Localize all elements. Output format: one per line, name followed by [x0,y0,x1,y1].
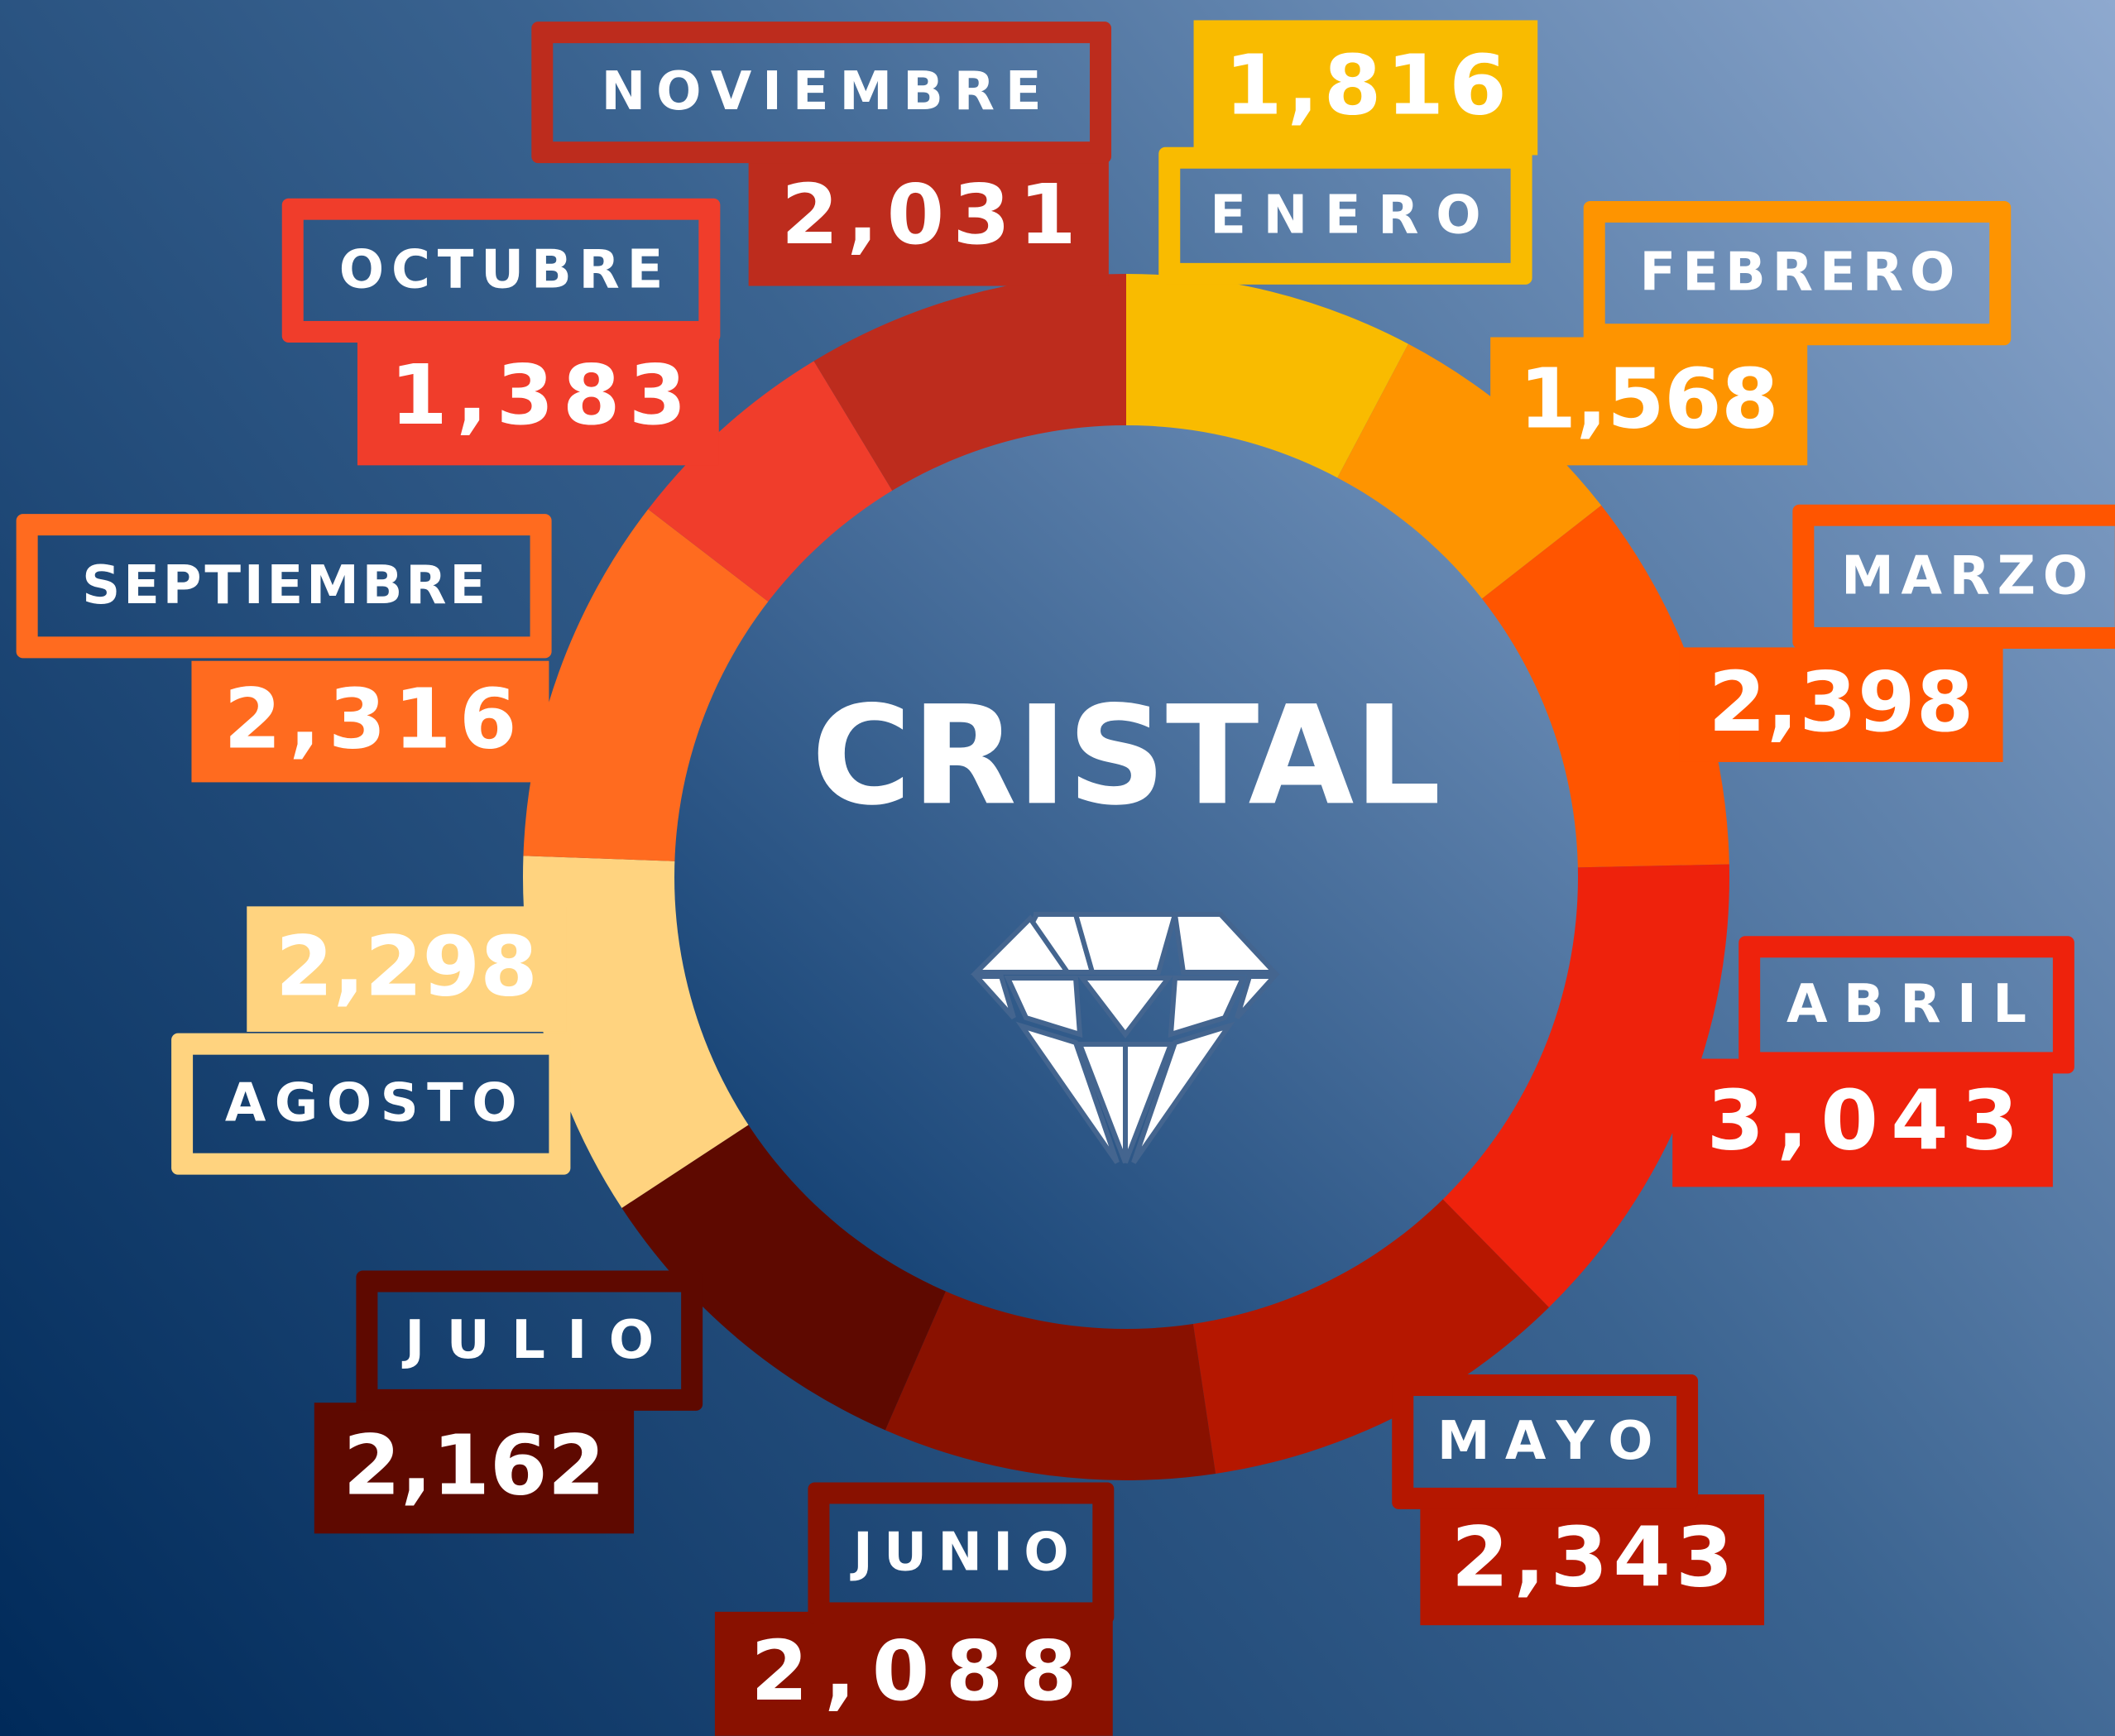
name-box [1814,525,2115,627]
value-box [748,148,1109,286]
name-box [37,535,530,637]
donut-segment [1191,1190,1549,1474]
name-box [193,1054,549,1153]
value-label: 2,298 [276,918,538,1014]
donut-segment [1433,864,1729,1307]
name-box [829,1503,1093,1603]
category-label: NOVIEMBRE [602,61,1042,122]
donut-segment [1471,505,1729,868]
name-box [377,1292,682,1389]
value-box [357,330,719,466]
value-box [247,906,567,1032]
diamond-icon [970,912,1280,1164]
category-label: FEBRERO [1640,242,1955,304]
donut-hole [674,425,1578,1329]
name-box [553,43,1091,142]
name-box [1180,168,1511,263]
donut-segment [523,509,779,862]
category-label: OCTUBRE [339,239,664,300]
donut-segment [885,1278,1216,1480]
name-box [303,219,699,321]
value-box [1420,1494,1765,1626]
donut-segment [621,1117,952,1431]
value-label: 2,088 [751,1623,1077,1719]
donut-segment [523,856,760,1208]
name-box [1604,222,1990,324]
value-label: 1,383 [390,347,686,444]
value-label: 2,343 [1451,1508,1734,1605]
value-box [191,660,549,783]
value-label: 1,568 [1519,350,1779,447]
name-box [1760,957,2053,1053]
value-label: 2,162 [343,1417,606,1514]
chart-title: CRISTAL [812,676,1441,835]
name-box [1413,1396,1677,1488]
value-box [314,1403,635,1534]
labels: ENERO1,816FEBRERO1,568MARZO2,398ABRIL3,0… [16,20,2115,1736]
value-box [1679,647,2003,762]
value-box [1193,20,1538,156]
value-label: 3,043 [1707,1072,2019,1168]
value-box [714,1611,1113,1736]
value-label: 2,316 [223,670,516,767]
value-label: 2,031 [781,166,1077,263]
category-label: SEPTIEMBRE [82,555,486,616]
value-box [1672,1058,2053,1187]
category-label: MARZO [1841,545,2088,607]
value-box [1490,337,1808,466]
value-label: 2,398 [1709,654,1974,751]
value-label: 1,816 [1225,36,1507,133]
category-label: JUNIO [850,1523,1069,1584]
donut-segment [1331,343,1602,607]
